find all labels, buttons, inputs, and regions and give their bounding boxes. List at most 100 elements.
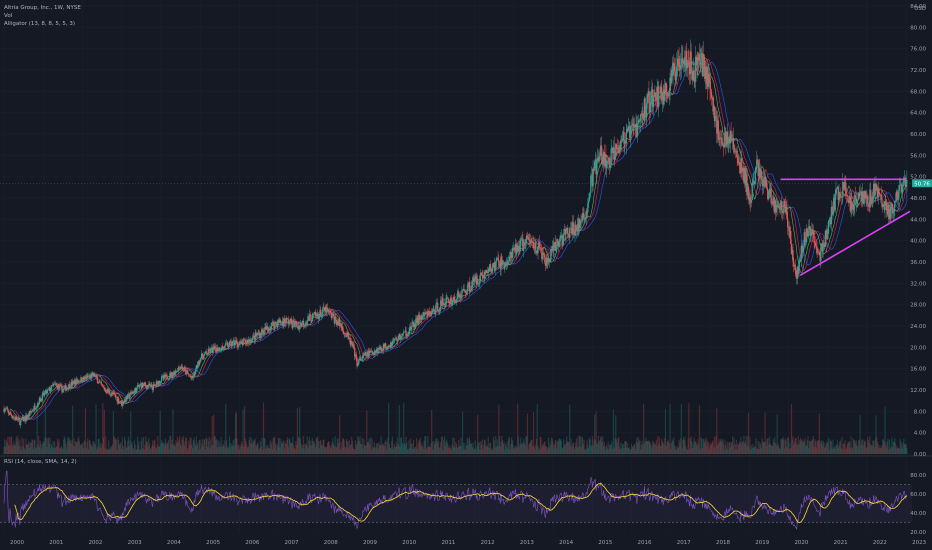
grid-lines — [0, 455, 932, 457]
candle-body — [744, 167, 746, 183]
volume-bar — [231, 443, 233, 454]
candle-body — [62, 388, 65, 391]
candle-body — [903, 177, 905, 185]
candle-body — [347, 332, 349, 335]
candle-body — [828, 220, 830, 222]
candle-body — [13, 417, 16, 418]
price-axis[interactable]: USD84.0080.0076.0072.0068.0064.0060.0056… — [910, 4, 926, 458]
volume-bar — [397, 437, 399, 454]
volume-bar — [308, 440, 310, 454]
rsi-indicator-label[interactable]: RSI (14, close, SMA, 14, 2) — [4, 459, 77, 465]
volume-bar — [689, 449, 691, 454]
candle-body — [735, 150, 738, 153]
volume-bar — [178, 439, 180, 454]
volume-bar — [828, 449, 830, 454]
volume-bar — [509, 449, 511, 454]
volume-bar — [393, 443, 395, 454]
volume-bar — [400, 437, 403, 454]
candle-body — [32, 410, 35, 411]
candle-body — [827, 229, 829, 234]
candle-body — [332, 313, 335, 317]
volume-bar — [45, 437, 47, 454]
volume-bar — [289, 438, 291, 454]
candle-body — [357, 360, 360, 365]
price-tick-label: 20.00 — [910, 345, 926, 351]
volume-bar — [596, 442, 598, 454]
volume-bar — [778, 445, 780, 454]
candle-body — [321, 312, 323, 315]
candle-body — [613, 147, 615, 160]
volume-bar — [112, 444, 114, 454]
volume-bar — [774, 437, 776, 454]
candle-body — [68, 384, 70, 390]
volume-indicator-label[interactable]: Vol — [4, 13, 13, 19]
volume-bar — [204, 449, 206, 454]
volume-bar — [741, 444, 743, 454]
volume-bar — [339, 449, 342, 454]
candle-body — [575, 229, 578, 232]
volume-bar — [508, 438, 510, 454]
volume-bar — [72, 445, 74, 454]
volume-bar — [520, 444, 523, 454]
volume-bar — [41, 443, 44, 454]
volume-bar — [68, 437, 70, 454]
candle-body — [792, 250, 794, 262]
alligator-indicator-label[interactable]: Alligator (13, 8, 8, 5, 5, 3) — [4, 21, 76, 27]
volume-bar — [511, 440, 513, 454]
candle-body — [228, 346, 230, 348]
volume-bar — [154, 439, 156, 454]
candle-body — [607, 157, 609, 161]
candle-body — [78, 381, 81, 383]
candle-body — [569, 229, 571, 238]
candle-body — [240, 341, 242, 342]
volume-bar — [539, 436, 541, 454]
candle-body — [489, 264, 491, 268]
volume-bar — [505, 446, 507, 454]
volume-bar — [254, 438, 256, 454]
candle-body — [856, 201, 858, 204]
ascending-support-line[interactable] — [799, 210, 911, 277]
candle-body — [857, 193, 860, 200]
volume-bar — [39, 440, 41, 454]
candle-body — [839, 193, 842, 197]
symbol-title[interactable]: Altria Group, Inc., 1W, NYSE — [4, 5, 81, 11]
trend-drawings[interactable] — [780, 178, 911, 277]
volume-bar — [707, 440, 709, 454]
candle-body — [876, 184, 878, 188]
candle-body — [366, 355, 368, 357]
candle-body — [483, 271, 486, 279]
volume-bar — [876, 436, 878, 454]
volume-bar — [575, 442, 577, 454]
volume-bar — [460, 437, 462, 454]
candle-body — [718, 139, 720, 140]
candle-body — [404, 330, 406, 332]
volume-bar — [584, 449, 587, 454]
volume-bar — [606, 444, 608, 454]
volume-bar — [329, 445, 331, 454]
candle-body — [855, 198, 857, 204]
volume-bar — [77, 438, 79, 454]
time-axis[interactable]: 2000 2001 2002 2003 2004 2005 2006 2007 2008 2009… — [10, 540, 927, 546]
volume-bar — [292, 436, 294, 454]
volume-bar — [173, 444, 176, 454]
candle-body — [129, 395, 131, 398]
candle-body — [464, 290, 466, 292]
rsi-tick-label: 20.00 — [910, 530, 926, 536]
volume-bar — [581, 436, 583, 454]
candle-body — [653, 95, 655, 97]
candle-body — [868, 206, 870, 208]
volume-bar — [544, 446, 547, 454]
volume-bar — [705, 437, 707, 454]
volume-bar — [750, 449, 752, 454]
volume-bar — [137, 444, 139, 454]
volume-bar — [411, 443, 413, 454]
volume-bar — [326, 443, 329, 454]
volume-bar — [80, 444, 82, 454]
candle-body — [818, 252, 821, 256]
volume-bar — [879, 445, 881, 454]
candle-body — [104, 389, 106, 391]
volume-bar — [83, 441, 85, 454]
volume-bar — [723, 449, 725, 454]
candle-body — [219, 347, 221, 352]
